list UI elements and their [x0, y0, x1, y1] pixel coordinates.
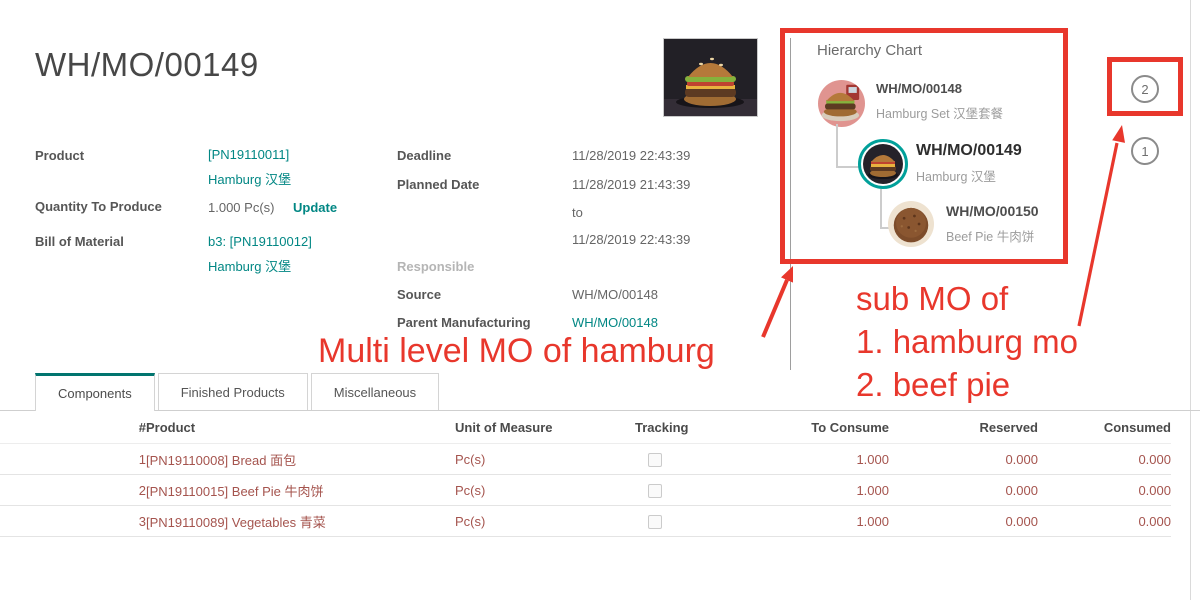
quantity-field-value: 1.000 Pc(s): [208, 200, 275, 215]
update-quantity-button[interactable]: Update: [293, 200, 338, 215]
col-header-reserved: Reserved: [979, 419, 1038, 435]
hierarchy-connector-2: [880, 189, 894, 229]
row-reserved: 0.000: [1005, 482, 1038, 498]
tab-finished-products[interactable]: Finished Products: [157, 373, 308, 410]
deadline-field-label: Deadline: [397, 148, 452, 163]
hierarchy-node-3-desc: Beef Pie 牛肉饼: [946, 230, 1035, 244]
components-table: # Product Unit of Measure Tracking To Co…: [0, 411, 1171, 537]
source-field-label: Source: [397, 287, 442, 302]
row-consumed: 0.000: [1138, 451, 1171, 467]
hierarchy-node-3-avatar[interactable]: [888, 201, 934, 247]
annotation-sub-mo-line3: 2. beef pie: [856, 366, 1011, 403]
table-row[interactable]: 2 [PN19110015] Beef Pie 牛肉饼 Pc(s) 1.000 …: [0, 475, 1171, 506]
table-row[interactable]: 1 [PN19110008] Bread 面包 Pc(s) 1.000 0.00…: [0, 444, 1171, 475]
planned-date-field-label: Planned Date: [397, 177, 480, 192]
hierarchy-node-1-avatar[interactable]: [818, 80, 865, 127]
count-badge-2: 2: [1131, 75, 1159, 103]
hierarchy-node-1-desc: Hamburg Set 汉堡套餐: [876, 107, 1004, 121]
tab-components[interactable]: Components: [35, 373, 155, 411]
arrow-left-shaft: [761, 279, 789, 338]
annotation-multi-level: Multi level MO of hamburg: [318, 332, 715, 370]
responsible-field-label: Responsible: [397, 259, 475, 274]
planned-date-separator: to: [572, 205, 583, 220]
arrow-right-head: [1112, 125, 1125, 143]
annotation-sub-mo-line2: 1. hamburg mo: [856, 323, 1078, 360]
hierarchy-node-1-name[interactable]: WH/MO/00148: [876, 81, 962, 96]
bom-field-label: Bill of Material: [35, 234, 124, 249]
row-uom: Pc(s): [455, 482, 486, 498]
product-field-value-line1[interactable]: [PN19110011]: [208, 147, 290, 162]
tracking-checkbox[interactable]: [648, 483, 662, 498]
parent-mo-field-label: Parent Manufacturing: [397, 315, 531, 330]
quantity-field-label: Quantity To Produce: [35, 199, 162, 214]
hierarchy-node-2-desc: Hamburg 汉堡: [916, 170, 996, 184]
product-field-value-line2[interactable]: Hamburg 汉堡: [208, 172, 292, 187]
row-to-consume: 1.000: [856, 482, 889, 498]
hierarchy-connector-1: [836, 124, 862, 168]
scrollbar-track[interactable]: [1190, 0, 1191, 600]
bom-field-value-line2[interactable]: Hamburg 汉堡: [208, 259, 292, 274]
row-tracking: [635, 444, 755, 475]
row-product: [PN19110008] Bread 面包: [146, 452, 297, 468]
row-num: 1: [138, 451, 146, 467]
table-header-row: # Product Unit of Measure Tracking To Co…: [0, 411, 1171, 444]
deadline-field-value: 11/28/2019 22:43:39: [572, 148, 691, 163]
arrow-right-shaft: [1077, 142, 1119, 327]
row-product: [PN19110089] Vegetables 青菜: [146, 514, 326, 530]
arrow-left-head: [781, 266, 793, 283]
row-tracking: [635, 506, 755, 537]
notebook-rule: [0, 410, 1200, 411]
col-header-uom: Unit of Measure: [455, 419, 553, 435]
source-field-value: WH/MO/00148: [572, 287, 658, 302]
row-to-consume: 1.000: [856, 451, 889, 467]
hierarchy-chart-title: Hierarchy Chart: [817, 42, 923, 59]
row-reserved: 0.000: [1005, 451, 1038, 467]
col-header-product: Product: [146, 419, 196, 435]
tracking-checkbox[interactable]: [648, 452, 662, 467]
page-title: WH/MO/00149: [35, 46, 259, 83]
row-consumed: 0.000: [1138, 513, 1171, 529]
bom-field-value-line1[interactable]: b3: [PN19110012]: [208, 234, 312, 249]
row-uom: Pc(s): [455, 513, 486, 529]
tab-miscellaneous[interactable]: Miscellaneous: [310, 373, 440, 410]
hierarchy-node-3-name[interactable]: WH/MO/00150: [946, 203, 1039, 219]
hierarchy-node-2-name[interactable]: WH/MO/00149: [916, 142, 1022, 159]
row-tracking: [635, 475, 755, 506]
row-num: 3: [138, 513, 146, 529]
planned-date-end: 11/28/2019 22:43:39: [572, 232, 691, 247]
count-badge-1: 1: [1131, 137, 1159, 165]
tracking-checkbox[interactable]: [648, 514, 662, 529]
annotation-sub-mo-line1: sub MO of: [856, 280, 1009, 317]
parent-mo-link[interactable]: WH/MO/00148: [572, 315, 658, 330]
form-divider: [790, 38, 791, 370]
row-product: [PN19110015] Beef Pie 牛肉饼: [146, 483, 324, 499]
row-consumed: 0.000: [1138, 482, 1171, 498]
col-header-consumed: Consumed: [1103, 419, 1171, 435]
col-header-num: #: [138, 419, 146, 435]
notebook-tabs: Components Finished Products Miscellaneo…: [35, 373, 440, 411]
hamburg-thumbnail: [863, 144, 903, 184]
row-reserved: 0.000: [1005, 513, 1038, 529]
row-to-consume: 1.000: [856, 513, 889, 529]
components-table-container: # Product Unit of Measure Tracking To Co…: [0, 411, 1171, 537]
product-photo: [663, 38, 758, 117]
row-uom: Pc(s): [455, 451, 486, 467]
col-header-tracking: Tracking: [635, 419, 689, 435]
table-row[interactable]: 3 [PN19110089] Vegetables 青菜 Pc(s) 1.000…: [0, 506, 1171, 537]
col-header-to-consume: To Consume: [811, 419, 889, 435]
row-num: 2: [138, 482, 146, 498]
burger-image: [664, 39, 757, 116]
beef-pie-thumbnail: [888, 201, 934, 247]
planned-date-start: 11/28/2019 21:43:39: [572, 177, 691, 192]
hierarchy-node-2-avatar[interactable]: [858, 139, 908, 189]
hamburg-set-thumbnail: [818, 80, 865, 127]
product-field-label: Product: [35, 148, 85, 163]
